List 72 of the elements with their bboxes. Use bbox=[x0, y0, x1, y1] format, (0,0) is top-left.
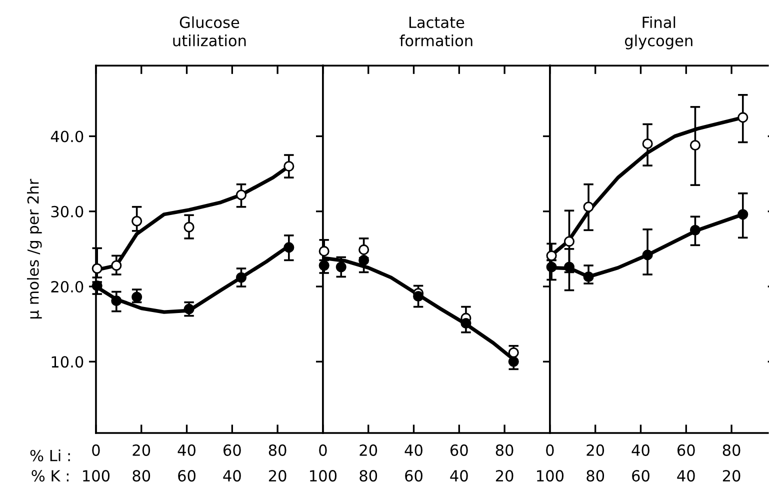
x2-tick-label: 20 bbox=[496, 470, 514, 482]
x-tick-label: 20 bbox=[586, 444, 604, 456]
point bbox=[92, 263, 102, 274]
point bbox=[336, 262, 346, 272]
x2-tick-label: 80 bbox=[586, 470, 604, 482]
point bbox=[92, 280, 102, 292]
x-tick-label: 80 bbox=[268, 444, 286, 456]
x-tick-label: 20 bbox=[360, 444, 378, 456]
point bbox=[546, 262, 557, 272]
point bbox=[738, 209, 748, 220]
y-tick-label: 40.0 bbox=[50, 130, 84, 142]
x2-tick-label: 40 bbox=[450, 470, 468, 482]
chart-title: Glucose utilization bbox=[173, 16, 246, 46]
point bbox=[236, 272, 247, 283]
point bbox=[184, 222, 194, 232]
y-tick-label: 30.0 bbox=[51, 206, 84, 218]
x2-tick-label: 100 bbox=[83, 470, 110, 482]
x-tick-label: 0 bbox=[319, 444, 327, 456]
point bbox=[583, 202, 594, 212]
point bbox=[690, 140, 700, 151]
point bbox=[284, 242, 294, 253]
point bbox=[132, 216, 142, 226]
point bbox=[132, 292, 142, 302]
point bbox=[358, 254, 370, 266]
point bbox=[358, 244, 370, 255]
x-tick-label: 80 bbox=[496, 444, 514, 456]
point bbox=[690, 224, 700, 236]
point bbox=[460, 318, 472, 329]
point bbox=[284, 161, 294, 172]
x2-tick-label: 40 bbox=[677, 470, 695, 482]
x-tick-label: 60 bbox=[677, 444, 695, 456]
x2-tick-label: 100 bbox=[310, 470, 337, 482]
x2-axis-title: % K : bbox=[32, 470, 68, 482]
y-tick-label: 20.0 bbox=[51, 280, 84, 293]
point bbox=[642, 250, 653, 260]
point bbox=[564, 262, 575, 272]
x-tick-label: 60 bbox=[224, 444, 241, 456]
point bbox=[318, 260, 330, 271]
point bbox=[546, 250, 557, 261]
chart-title: Lactate formation bbox=[400, 16, 472, 46]
y-tick-label: 10.0 bbox=[52, 356, 84, 368]
x-tick-label: 40 bbox=[632, 444, 650, 456]
x2-tick-label: 40 bbox=[223, 470, 241, 482]
point bbox=[738, 112, 748, 123]
point bbox=[508, 356, 519, 367]
point bbox=[111, 260, 122, 271]
x-tick-label: 60 bbox=[450, 444, 468, 456]
point bbox=[111, 296, 122, 306]
point bbox=[413, 291, 424, 302]
x-axis-title: % Li : bbox=[30, 450, 70, 462]
x-tick-label: 20 bbox=[132, 444, 150, 456]
x-tick-label: 40 bbox=[404, 444, 422, 456]
x2-tick-label: 60 bbox=[178, 470, 196, 482]
x2-tick-label: 20 bbox=[722, 470, 740, 482]
x2-tick-label: 80 bbox=[132, 470, 150, 482]
x-tick-label: 40 bbox=[178, 444, 196, 456]
x2-tick-label: 20 bbox=[268, 470, 286, 482]
x2-tick-label: 60 bbox=[405, 470, 422, 482]
point bbox=[236, 190, 247, 200]
point bbox=[184, 304, 194, 314]
point bbox=[642, 138, 653, 150]
x2-tick-label: 60 bbox=[632, 470, 650, 482]
x-tick-label: 0 bbox=[546, 444, 554, 456]
x2-tick-label: 100 bbox=[537, 470, 564, 482]
point bbox=[583, 271, 594, 282]
point bbox=[564, 236, 575, 247]
x2-tick-label: 80 bbox=[360, 470, 378, 482]
point bbox=[318, 246, 330, 256]
x-tick-label: 0 bbox=[92, 444, 100, 456]
chart-title: Final glycogen bbox=[624, 16, 692, 50]
y-axis-title: μ moles /g per 2hr bbox=[27, 178, 42, 318]
x-tick-label: 80 bbox=[722, 444, 740, 456]
